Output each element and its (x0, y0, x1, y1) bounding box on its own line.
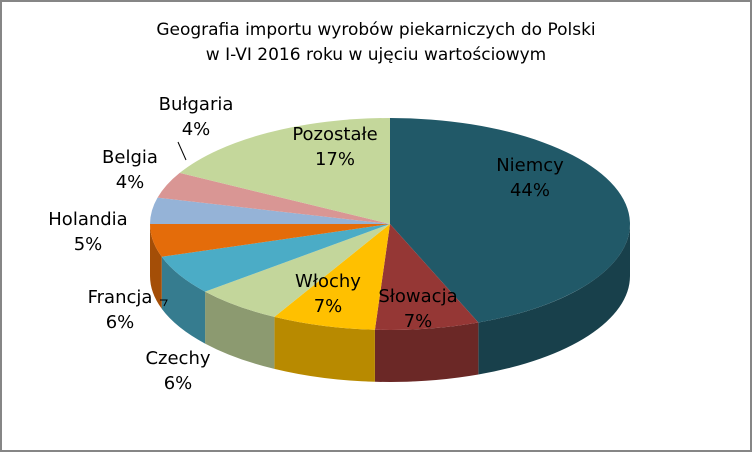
slice-label: Holandia (48, 209, 127, 230)
slice-side (161, 256, 206, 344)
slice (374, 224, 479, 331)
slice-label: Włochy (295, 271, 361, 292)
slice-side (205, 291, 275, 369)
value-label: 7% (404, 311, 433, 332)
slice-label: Belgia (102, 147, 158, 168)
value-label: 4% (182, 119, 211, 140)
value-label: 6% (164, 373, 193, 394)
slice (274, 224, 390, 330)
value-label: 44% (510, 180, 550, 201)
slice-label: Niemcy (496, 155, 564, 176)
value-label: 4% (116, 172, 145, 193)
value-label: 17% (315, 149, 355, 170)
slice-label: Czechy (145, 348, 210, 369)
slice-side (478, 224, 630, 375)
slice-side (150, 224, 162, 309)
chart-title: w I-VI 2016 roku w ujęciu wartościowym (206, 45, 546, 65)
slice (390, 118, 630, 323)
leader-line (177, 141, 187, 161)
slice (157, 172, 390, 224)
slice (150, 197, 390, 224)
slice-side (274, 316, 375, 382)
slice-side (374, 322, 479, 382)
slice (161, 224, 390, 292)
slice-label: Pozostałe (292, 124, 377, 145)
slice (150, 224, 390, 257)
chart-title: Geografia importu wyrobów piekarniczych … (156, 20, 595, 40)
slice-label: Bułgaria (159, 94, 234, 115)
slice-label: Słowacja (378, 286, 457, 307)
leader-line (160, 299, 168, 307)
value-label: 6% (106, 312, 135, 333)
slice (205, 224, 390, 317)
value-label: 5% (74, 234, 103, 255)
slice-label: Francja (88, 287, 153, 308)
slice (179, 118, 390, 224)
value-label: 7% (314, 296, 343, 317)
pie (150, 118, 630, 382)
